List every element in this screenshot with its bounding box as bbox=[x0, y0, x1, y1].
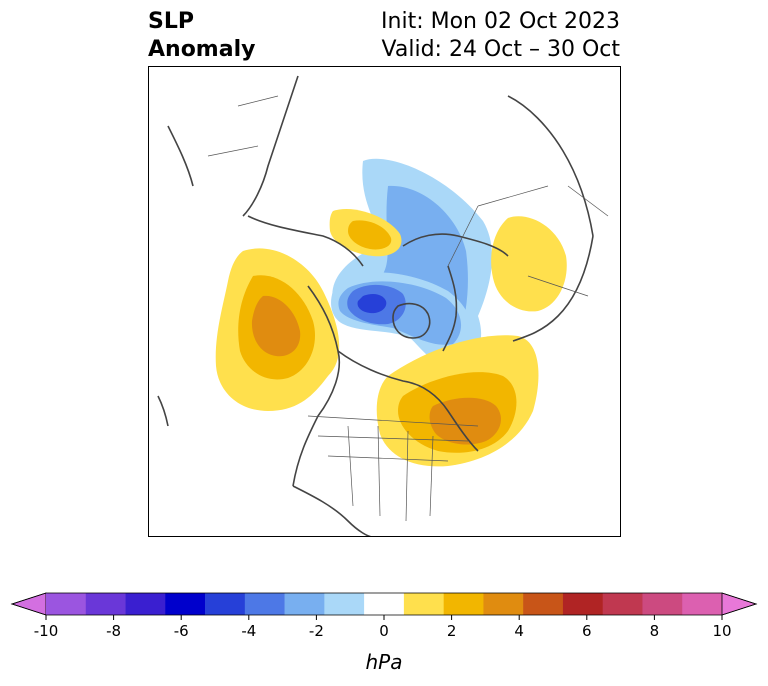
colorbar-ticks: -10 -8 -6 -4 -2 0 2 4 6 8 10 bbox=[34, 615, 732, 640]
colorbar-box bbox=[165, 593, 206, 615]
colorbar-box bbox=[483, 593, 524, 615]
colorbar-tick-label: -2 bbox=[309, 622, 324, 640]
init-date: Init: Mon 02 Oct 2023 bbox=[381, 9, 620, 34]
colorbar-tick-label: 0 bbox=[379, 622, 389, 640]
colorbar-tick-label: 8 bbox=[650, 622, 660, 640]
colorbar-tick-label: -10 bbox=[34, 622, 59, 640]
map-frame bbox=[148, 66, 621, 537]
colorbar-box bbox=[403, 593, 444, 615]
positive-anomaly-east-siberia bbox=[491, 216, 567, 312]
colorbar-tick-label: -8 bbox=[106, 622, 121, 640]
borders bbox=[207, 95, 609, 522]
colorbar-box bbox=[85, 593, 126, 615]
colorbar-tick-label: 10 bbox=[712, 622, 731, 640]
colorbar-extend-min bbox=[10, 592, 47, 616]
colorbar-tick-label: -4 bbox=[241, 622, 256, 640]
colorbar-extend-max bbox=[721, 592, 758, 616]
negative-anomaly-arctic bbox=[331, 158, 493, 366]
colorbar-boxes bbox=[10, 592, 758, 616]
colorbar-box bbox=[244, 593, 285, 615]
coastlines bbox=[157, 75, 594, 537]
positive-anomaly-newfoundland bbox=[376, 335, 539, 467]
colorbar-box bbox=[523, 593, 564, 615]
colorbar-tick-label: 4 bbox=[514, 622, 524, 640]
colorbar-tick-label: -6 bbox=[174, 622, 189, 640]
slp-anomaly-map bbox=[148, 66, 621, 537]
colorbar-box bbox=[46, 593, 87, 615]
positive-anomaly-siberia bbox=[329, 208, 402, 257]
colorbar-box bbox=[324, 593, 365, 615]
colorbar-tick-label: 6 bbox=[582, 622, 592, 640]
title-line-2: Anomaly bbox=[148, 37, 256, 62]
colorbar-box bbox=[602, 593, 643, 615]
positive-anomaly-gulf-of-alaska bbox=[215, 248, 340, 411]
colorbar-label: hPa bbox=[366, 650, 403, 674]
colorbar-box bbox=[682, 593, 723, 615]
colorbar: -10 -8 -6 -4 -2 0 2 4 6 8 10 hPa bbox=[10, 592, 758, 674]
colorbar-tick-label: 2 bbox=[447, 622, 457, 640]
colorbar-box bbox=[443, 593, 484, 615]
colorbar-box bbox=[364, 593, 405, 615]
colorbar-box bbox=[284, 593, 325, 615]
colorbar-box bbox=[562, 593, 604, 615]
colorbar-box bbox=[642, 593, 683, 615]
chart-subtitle: Init: Mon 02 Oct 2023 Valid: 24 Oct – 30… bbox=[381, 8, 620, 64]
title-line-1: SLP bbox=[148, 9, 194, 34]
colorbar-box bbox=[205, 593, 246, 615]
valid-range: Valid: 24 Oct – 30 Oct bbox=[381, 37, 620, 62]
colorbar-box bbox=[125, 593, 166, 615]
chart-title: SLP Anomaly bbox=[148, 8, 255, 64]
